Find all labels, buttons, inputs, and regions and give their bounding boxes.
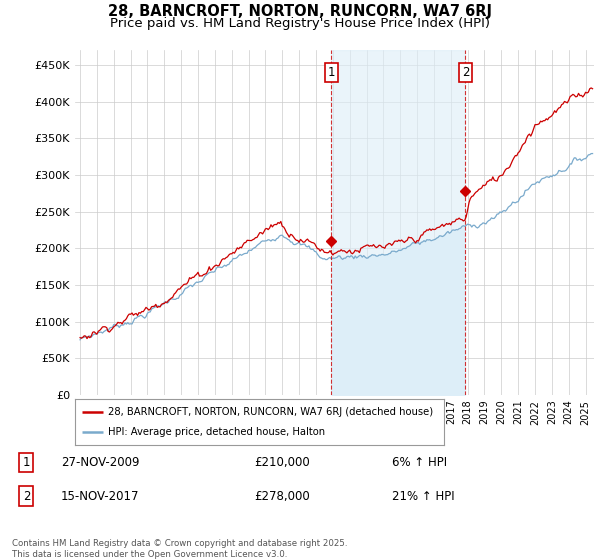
Text: 28, BARNCROFT, NORTON, RUNCORN, WA7 6RJ (detached house): 28, BARNCROFT, NORTON, RUNCORN, WA7 6RJ … [108,407,433,417]
Bar [331,50,466,395]
Text: 2: 2 [23,490,30,503]
Text: 15-NOV-2017: 15-NOV-2017 [61,490,139,503]
Text: £210,000: £210,000 [254,456,310,469]
Text: 1: 1 [23,456,30,469]
Text: 28, BARNCROFT, NORTON, RUNCORN, WA7 6RJ: 28, BARNCROFT, NORTON, RUNCORN, WA7 6RJ [108,4,492,20]
Text: 6% ↑ HPI: 6% ↑ HPI [392,456,447,469]
Text: 2: 2 [462,66,469,79]
Text: 27-NOV-2009: 27-NOV-2009 [61,456,139,469]
Text: HPI: Average price, detached house, Halton: HPI: Average price, detached house, Halt… [108,427,325,437]
Text: Contains HM Land Registry data © Crown copyright and database right 2025.
This d: Contains HM Land Registry data © Crown c… [12,539,347,559]
Text: 21% ↑ HPI: 21% ↑ HPI [392,490,455,503]
Text: Price paid vs. HM Land Registry's House Price Index (HPI): Price paid vs. HM Land Registry's House … [110,17,490,30]
Text: 1: 1 [328,66,335,79]
Text: £278,000: £278,000 [254,490,310,503]
